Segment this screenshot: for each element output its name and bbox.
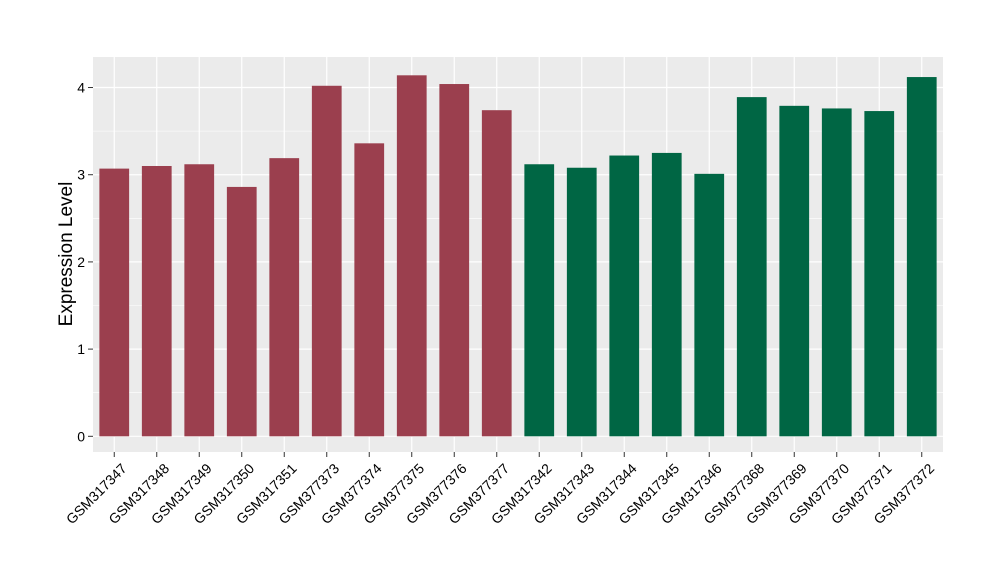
bar-GSM317344 (609, 155, 640, 437)
x-axis: GSM317347GSM317348GSM317349GSM317350GSM3… (63, 452, 937, 527)
bar-GSM377375 (396, 75, 427, 437)
bar-GSM317348 (141, 165, 172, 437)
bar-GSM317345 (651, 152, 682, 437)
bar-GSM377371 (864, 111, 895, 437)
bar-GSM317347 (99, 168, 130, 437)
y-axis-title: Expression Level (56, 182, 77, 327)
bar-GSM377374 (354, 143, 385, 437)
y-tick-label: 3 (77, 167, 85, 183)
bar-GSM317350 (226, 186, 257, 437)
bars (99, 75, 937, 437)
y-tick-label: 4 (77, 80, 85, 96)
y-tick-label: 2 (77, 254, 85, 270)
bar-GSM317343 (566, 167, 597, 437)
bar-GSM317342 (524, 164, 555, 437)
bar-GSM377369 (779, 105, 810, 437)
bar-GSM377368 (736, 97, 767, 437)
bar-GSM377373 (311, 85, 342, 437)
bar-GSM377376 (439, 84, 470, 437)
bar-GSM377372 (906, 77, 937, 437)
bar-GSM317346 (694, 173, 725, 437)
bar-GSM317351 (269, 158, 300, 437)
bar-GSM317349 (184, 164, 215, 437)
y-axis: 0 1 2 3 4 (77, 80, 93, 444)
y-tick-label: 0 (77, 428, 85, 444)
bar-GSM377370 (821, 108, 852, 437)
y-tick-label: 1 (77, 341, 85, 357)
bar-GSM377377 (481, 110, 512, 437)
